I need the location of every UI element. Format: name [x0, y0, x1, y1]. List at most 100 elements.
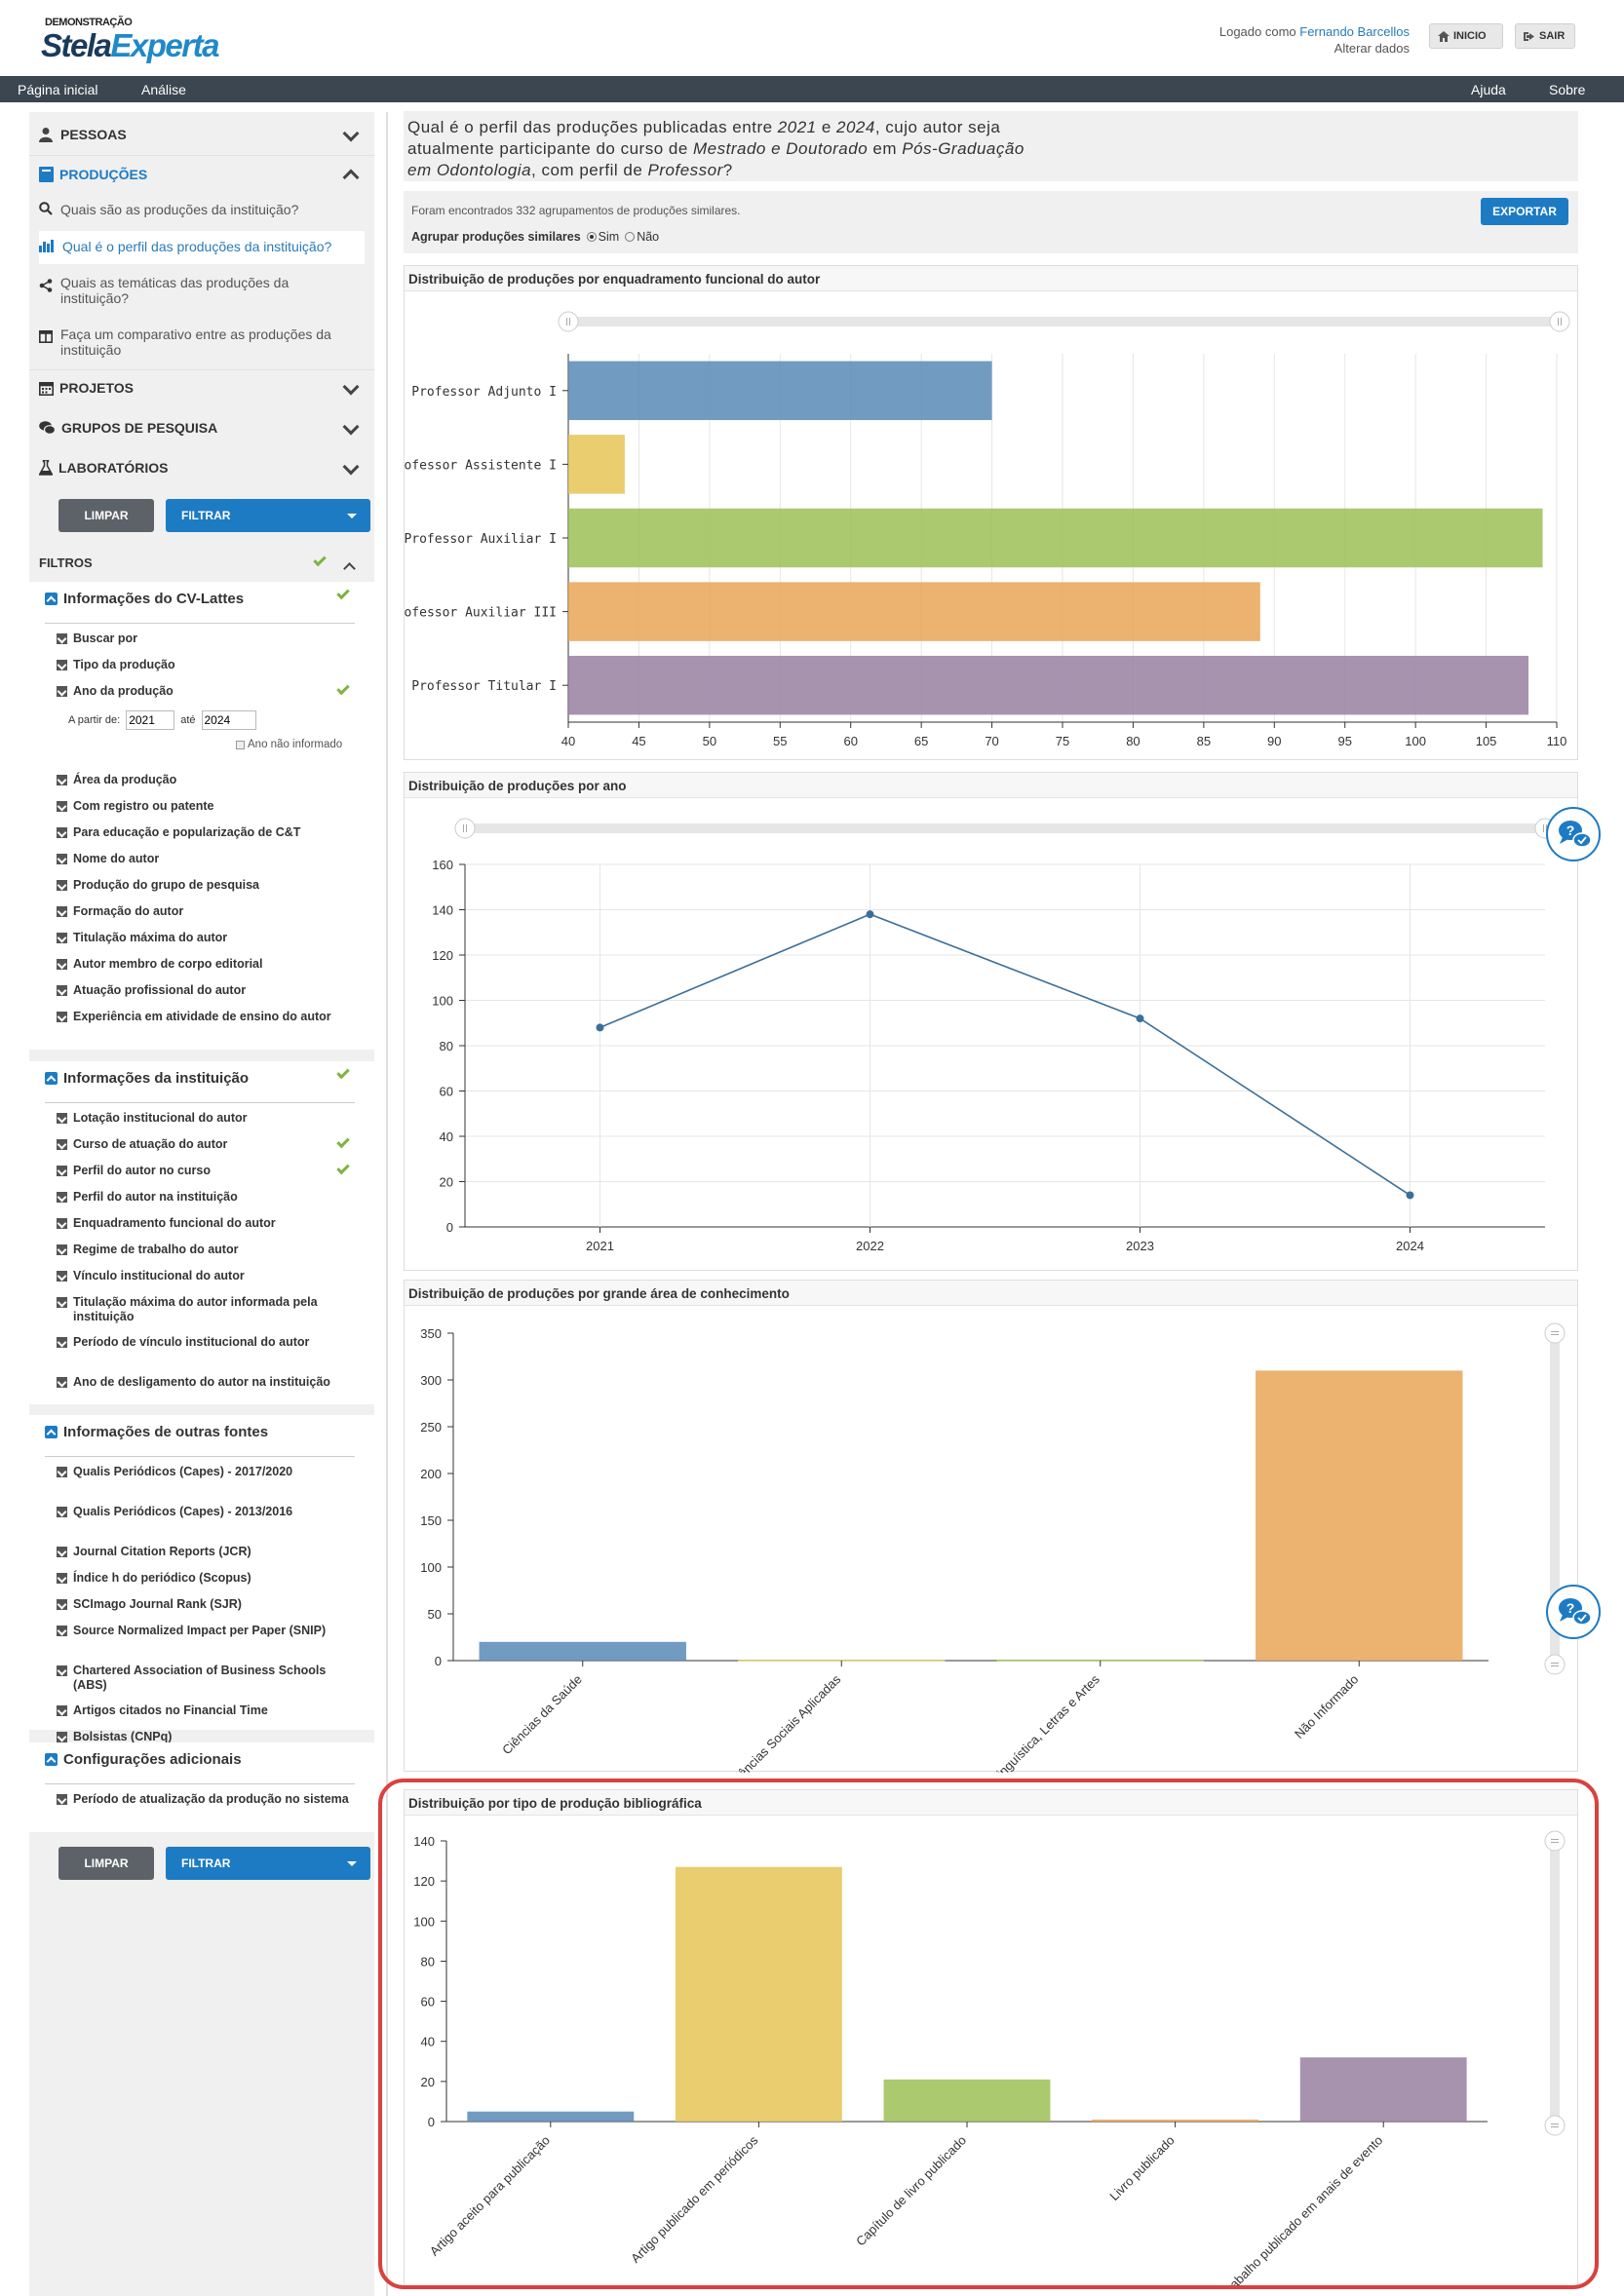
nav-sobre[interactable]: Sobre	[1549, 82, 1586, 97]
filter-label: Titulação máxima do autor	[73, 931, 228, 944]
filter-item[interactable]: Lotação institucional do autor	[57, 1111, 349, 1126]
filter-item[interactable]: Bolsistas (CNPq)	[57, 1730, 349, 1744]
inicio-button[interactable]: INICIO	[1429, 23, 1503, 49]
year-range: A partir de: até	[68, 710, 256, 730]
year-from-input[interactable]	[126, 710, 175, 730]
ano-nao-informado-checkbox[interactable]: Ano não informado	[236, 739, 342, 750]
filtrar-label: FILTRAR	[181, 1856, 231, 1870]
filter-label: Bolsistas (CNPq)	[73, 1730, 173, 1743]
filter-item[interactable]: Com registro ou patente	[57, 799, 349, 814]
nav-ajuda[interactable]: Ajuda	[1471, 82, 1506, 97]
nav-home[interactable]: Página inicial	[18, 82, 98, 97]
filter-item[interactable]: Período de vínculo institucional do auto…	[57, 1335, 349, 1350]
filter-tipo-producao[interactable]: Tipo da produção	[57, 658, 349, 672]
menu-item-quais-producoes[interactable]: Quais são as produções da instituição?	[39, 202, 365, 217]
range-slider-handle[interactable]	[1544, 1654, 1566, 1675]
filter-item[interactable]: Titulação máxima do autor informada pela…	[57, 1295, 349, 1324]
filter-item[interactable]: Chartered Association of Business School…	[57, 1664, 349, 1693]
year-to-input[interactable]	[201, 710, 256, 730]
range-slider-handle[interactable]	[1549, 311, 1570, 332]
range-slider-handle[interactable]	[1544, 2115, 1566, 2136]
menu-item-tematicas[interactable]: Quais as temáticas das produções da inst…	[39, 275, 365, 306]
filter-item[interactable]: Área da produção	[57, 773, 349, 787]
filter-item[interactable]: Qualis Periódicos (Capes) - 2013/2016	[57, 1505, 349, 1519]
nav-analise[interactable]: Análise	[141, 82, 186, 97]
filter-item[interactable]: Atuação profissional do autor	[57, 983, 349, 998]
limpar-button-top[interactable]: LIMPAR	[58, 499, 154, 532]
filter-item[interactable]: Nome do autor	[57, 852, 349, 866]
filtrar-button-top[interactable]: FILTRAR	[166, 499, 370, 532]
range-slider-handle[interactable]	[1544, 1830, 1566, 1852]
highlight-box	[378, 1779, 1599, 2289]
filter-item[interactable]: Curso de atuação do autor	[57, 1137, 349, 1152]
radio-sim[interactable]: Sim	[586, 230, 619, 244]
filter-item[interactable]: Índice h do periódico (Scopus)	[57, 1571, 349, 1586]
filter-item[interactable]: Journal Citation Reports (JCR)	[57, 1545, 349, 1559]
filter-item[interactable]: Formação do autor	[57, 904, 349, 919]
x-tick-label: 2024	[1396, 1239, 1424, 1253]
limpar-button-bottom[interactable]: LIMPAR	[58, 1847, 154, 1880]
filter-ano-producao[interactable]: Ano da produção	[57, 684, 349, 699]
expand-icon	[57, 1573, 67, 1584]
filter-label: Tipo da produção	[73, 658, 175, 671]
logo[interactable]: StelaExperta	[41, 27, 219, 64]
filter-group-title[interactable]: Configurações adicionais	[45, 1751, 242, 1768]
chat-icon	[39, 420, 56, 435]
y-tick-label: Professor Titular I	[411, 679, 557, 694]
home-icon	[1438, 30, 1450, 42]
radio-checked-icon	[586, 232, 597, 242]
radio-nao[interactable]: Não	[625, 230, 659, 244]
logged-as-label: Logado como	[1218, 24, 1296, 39]
check-icon	[336, 1065, 350, 1080]
filter-group-config: Configurações adicionais Período de atua…	[29, 1742, 374, 1832]
filter-item[interactable]: Para educação e popularização de C&T	[57, 825, 349, 840]
ano-nao-label: Ano não informado	[248, 739, 343, 750]
filter-item[interactable]: Perfil do autor na instituição	[57, 1190, 349, 1205]
filter-label: Área da produção	[73, 773, 177, 786]
filter-item[interactable]: Perfil do autor no curso	[57, 1164, 349, 1178]
filter-item[interactable]: Autor membro de corpo editorial	[57, 957, 349, 972]
menu-item-perfil-producoes[interactable]: Qual é o perfil das produções da institu…	[39, 231, 365, 264]
range-slider-handle[interactable]	[558, 311, 579, 332]
filter-group-cv-lattes: Informações do CV-Lattes Buscar por Tipo…	[29, 582, 374, 1050]
range-slider-handle[interactable]	[454, 818, 476, 839]
alter-data-link[interactable]: Alterar dados	[1334, 41, 1410, 56]
question-param: Professor	[647, 161, 723, 179]
x-tick-label: 90	[1267, 734, 1281, 748]
section-projetos[interactable]: PROJETOS	[39, 373, 365, 402]
user-name-link[interactable]: Fernando Barcellos	[1299, 24, 1410, 39]
filter-item[interactable]: Source Normalized Impact per Paper (SNIP…	[57, 1624, 349, 1638]
filter-item[interactable]: Artigos citados no Financial Time	[57, 1703, 349, 1718]
filter-item[interactable]: SCImago Journal Rank (SJR)	[57, 1597, 349, 1612]
menu-item-comparativo[interactable]: Faça um comparativo entre as produções d…	[39, 326, 365, 358]
sair-button[interactable]: SAIR	[1515, 23, 1575, 49]
filter-item[interactable]: Regime de trabalho do autor	[57, 1243, 349, 1257]
section-pessoas[interactable]: PESSOAS	[39, 120, 365, 149]
section-producoes[interactable]: PRODUÇÕES	[39, 160, 365, 189]
expand-icon	[57, 1218, 67, 1229]
range-slider-handle[interactable]	[1544, 1322, 1566, 1344]
section-grupos[interactable]: GRUPOS DE PESQUISA	[39, 413, 365, 442]
filter-group-title[interactable]: Informações da instituição	[45, 1070, 249, 1087]
filter-item[interactable]: Enquadramento funcional do autor	[57, 1216, 349, 1231]
section-laboratorios[interactable]: LABORATÓRIOS	[39, 453, 365, 482]
expand-icon	[57, 1377, 67, 1388]
filter-item[interactable]: Vínculo institucional do autor	[57, 1269, 349, 1283]
export-button[interactable]: EXPORTAR	[1481, 198, 1568, 225]
filter-item[interactable]: Experiência em atividade de ensino do au…	[57, 1010, 349, 1024]
chevron-up-icon[interactable]	[343, 562, 356, 575]
filtrar-button-bottom[interactable]: FILTRAR	[166, 1847, 370, 1880]
filter-group-title[interactable]: Informações de outras fontes	[45, 1424, 268, 1440]
pessoas-label: PESSOAS	[60, 127, 127, 142]
filter-buscar-por[interactable]: Buscar por	[57, 631, 349, 646]
filter-periodo-atualizacao[interactable]: Período de atualização da produção no si…	[57, 1792, 349, 1807]
filter-item[interactable]: Ano de desligamento do autor na institui…	[57, 1375, 349, 1390]
y-tick-label: 80	[421, 1954, 435, 1969]
filter-item[interactable]: Titulação máxima do autor	[57, 931, 349, 945]
filter-group-title[interactable]: Informações do CV-Lattes	[45, 591, 244, 607]
help-chat-button[interactable]: ?	[1546, 807, 1601, 861]
filter-item[interactable]: Qualis Periódicos (Capes) - 2017/2020	[57, 1465, 349, 1479]
help-chat-button[interactable]: ?	[1546, 1585, 1601, 1639]
expand-icon	[57, 1113, 67, 1124]
filter-item[interactable]: Produção do grupo de pesquisa	[57, 878, 349, 893]
